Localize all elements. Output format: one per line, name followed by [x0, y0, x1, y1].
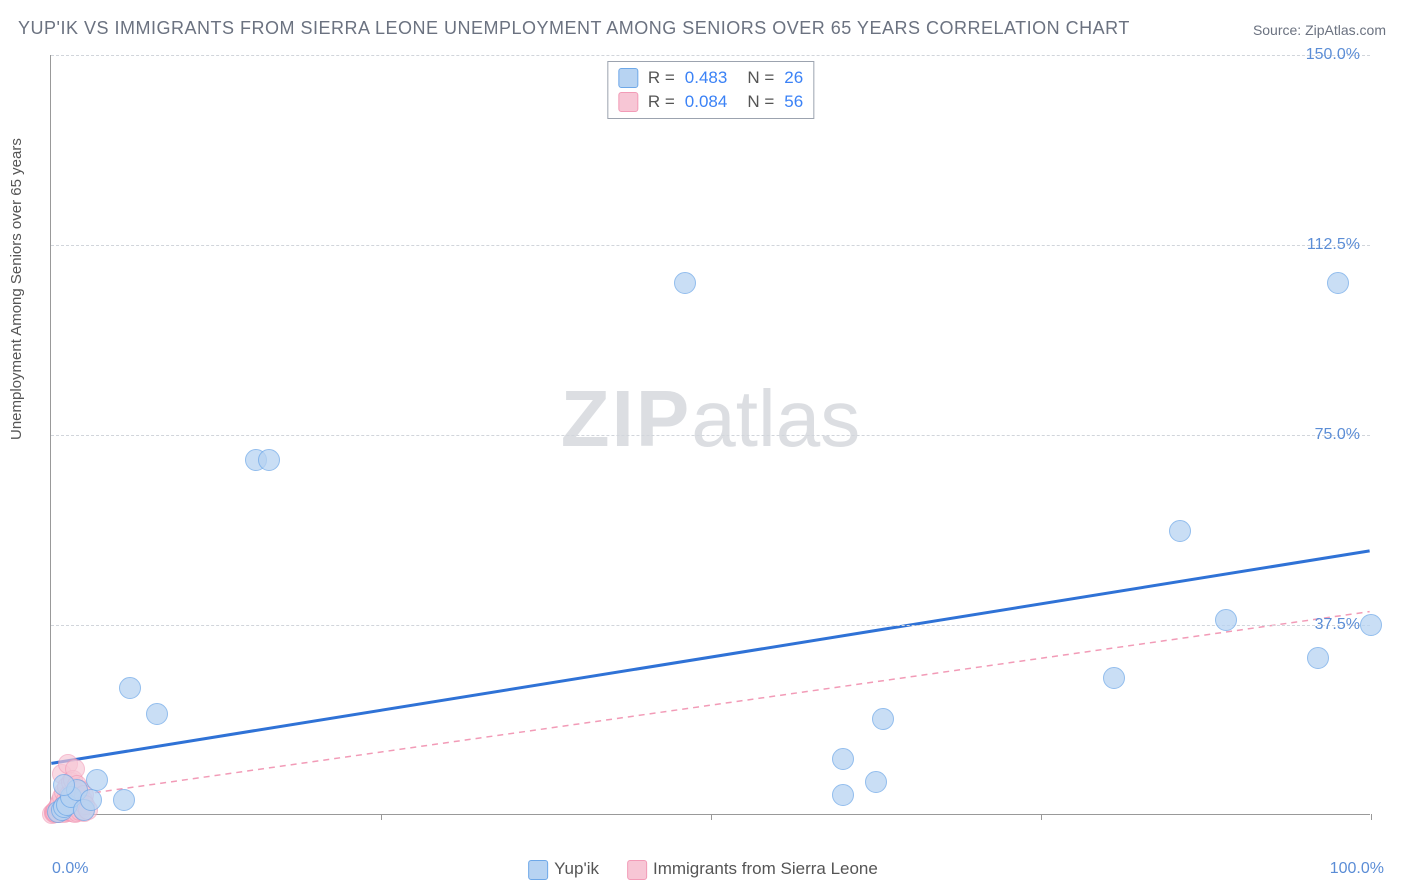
legend-swatch	[618, 68, 638, 88]
scatter-point	[872, 708, 894, 730]
scatter-point	[832, 748, 854, 770]
series-legend-label: Immigrants from Sierra Leone	[653, 859, 878, 878]
series-legend: Yup'ik Immigrants from Sierra Leone	[528, 859, 878, 880]
gridline	[51, 435, 1370, 436]
scatter-point	[86, 769, 108, 791]
watermark-zip: ZIP	[561, 374, 691, 463]
legend-swatch	[618, 92, 638, 112]
x-tick-max: 100.0%	[1330, 860, 1384, 878]
scatter-point	[258, 449, 280, 471]
scatter-point	[1215, 609, 1237, 631]
legend-n-value: 56	[784, 92, 803, 112]
gridline	[51, 245, 1370, 246]
scatter-point	[1360, 614, 1382, 636]
correlation-legend-row: R = 0.483 N = 26	[618, 66, 803, 90]
scatter-point	[113, 789, 135, 811]
scatter-point	[80, 789, 102, 811]
legend-swatch	[627, 860, 647, 880]
scatter-point	[119, 677, 141, 699]
trend-line	[51, 551, 1369, 764]
x-tick	[1371, 814, 1372, 820]
legend-r-label: R =	[648, 92, 675, 112]
scatter-point	[1307, 647, 1329, 669]
legend-r-value: 0.084	[685, 92, 728, 112]
scatter-point	[832, 784, 854, 806]
source-attribution: Source: ZipAtlas.com	[1253, 22, 1386, 38]
scatter-point	[1169, 520, 1191, 542]
y-axis-label: Unemployment Among Seniors over 65 years	[8, 138, 25, 440]
x-tick	[381, 814, 382, 820]
legend-n-label: N =	[747, 92, 774, 112]
legend-n-value: 26	[784, 68, 803, 88]
series-legend-label: Yup'ik	[554, 859, 599, 878]
x-tick-min: 0.0%	[52, 860, 88, 878]
legend-swatch	[528, 860, 548, 880]
watermark: ZIPatlas	[561, 373, 860, 465]
legend-r-value: 0.483	[685, 68, 728, 88]
legend-n-label: N =	[747, 68, 774, 88]
gridline	[51, 625, 1370, 626]
plot-area: ZIPatlas R = 0.483 N = 26 R = 0.084 N = 56 37.5…	[50, 55, 1370, 815]
watermark-atlas: atlas	[691, 374, 860, 463]
series-legend-item: Yup'ik	[528, 859, 599, 880]
scatter-point	[1103, 667, 1125, 689]
x-tick	[711, 814, 712, 820]
correlation-legend-row: R = 0.084 N = 56	[618, 90, 803, 114]
trend-line	[51, 612, 1369, 799]
scatter-point	[146, 703, 168, 725]
series-legend-item: Immigrants from Sierra Leone	[627, 859, 878, 880]
y-tick-label: 75.0%	[1315, 426, 1360, 444]
scatter-point	[865, 771, 887, 793]
correlation-legend: R = 0.483 N = 26 R = 0.084 N = 56	[607, 61, 814, 119]
y-tick-label: 150.0%	[1306, 46, 1360, 64]
x-tick	[1041, 814, 1042, 820]
chart-title: YUP'IK VS IMMIGRANTS FROM SIERRA LEONE U…	[18, 18, 1130, 39]
y-tick-label: 37.5%	[1315, 616, 1360, 634]
y-tick-label: 112.5%	[1307, 236, 1360, 254]
scatter-point	[1327, 272, 1349, 294]
scatter-point	[53, 774, 75, 796]
gridline	[51, 55, 1370, 56]
legend-r-label: R =	[648, 68, 675, 88]
scatter-point	[674, 272, 696, 294]
